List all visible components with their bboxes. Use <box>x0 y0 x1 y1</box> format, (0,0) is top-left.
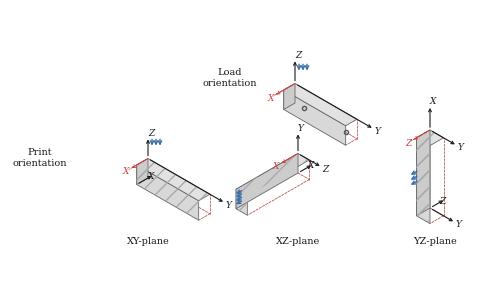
Polygon shape <box>236 153 298 209</box>
Polygon shape <box>284 83 295 109</box>
Text: X: X <box>430 97 436 106</box>
Polygon shape <box>416 130 430 216</box>
Text: XY-plane: XY-plane <box>126 237 170 246</box>
Polygon shape <box>136 159 148 184</box>
Polygon shape <box>136 165 198 220</box>
Text: X: X <box>308 162 314 170</box>
Text: Load
orientation: Load orientation <box>203 68 257 88</box>
Text: X: X <box>273 162 279 171</box>
Text: Y: Y <box>458 143 464 152</box>
Polygon shape <box>284 90 346 145</box>
Text: YZ-plane: YZ-plane <box>413 237 457 246</box>
Polygon shape <box>284 83 357 126</box>
Text: Y: Y <box>226 201 232 210</box>
Text: X: X <box>267 94 274 103</box>
Polygon shape <box>236 189 248 215</box>
Text: Z: Z <box>322 165 328 174</box>
Text: Z: Z <box>405 139 411 148</box>
Text: Y: Y <box>298 124 304 133</box>
Text: Print
orientation: Print orientation <box>13 148 67 168</box>
Polygon shape <box>236 153 310 196</box>
Polygon shape <box>416 138 430 224</box>
Text: XZ-plane: XZ-plane <box>276 237 320 246</box>
Polygon shape <box>416 130 444 146</box>
Text: Z: Z <box>148 129 154 138</box>
Text: Z: Z <box>295 51 301 60</box>
Text: X: X <box>123 167 129 176</box>
Text: Y: Y <box>456 220 462 229</box>
Polygon shape <box>136 159 210 201</box>
Text: Y: Y <box>374 127 380 136</box>
Text: Z: Z <box>440 196 446 206</box>
Text: X: X <box>148 172 154 181</box>
